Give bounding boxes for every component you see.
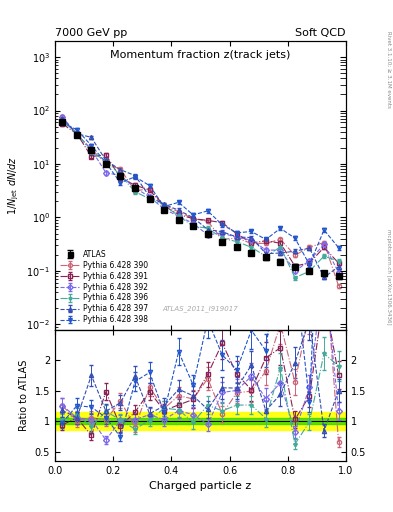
Text: Momentum fraction z(track jets): Momentum fraction z(track jets) [110,50,290,59]
X-axis label: Charged particle z: Charged particle z [149,481,252,491]
Legend: ATLAS, Pythia 6.428 390, Pythia 6.428 391, Pythia 6.428 392, Pythia 6.428 396, P: ATLAS, Pythia 6.428 390, Pythia 6.428 39… [59,248,149,326]
Text: ATLAS_2011_I919017: ATLAS_2011_I919017 [163,306,238,312]
Y-axis label: Ratio to ATLAS: Ratio to ATLAS [19,359,29,431]
Text: Soft QCD: Soft QCD [296,28,346,38]
Text: mcplots.cern.ch [arXiv:1306.3436]: mcplots.cern.ch [arXiv:1306.3436] [386,229,391,324]
Y-axis label: $1/N_\mathrm{jet}\ dN/dz$: $1/N_\mathrm{jet}\ dN/dz$ [6,156,21,215]
Text: 7000 GeV pp: 7000 GeV pp [55,28,127,38]
Text: Rivet 3.1.10; ≥ 3.1M events: Rivet 3.1.10; ≥ 3.1M events [386,31,391,108]
